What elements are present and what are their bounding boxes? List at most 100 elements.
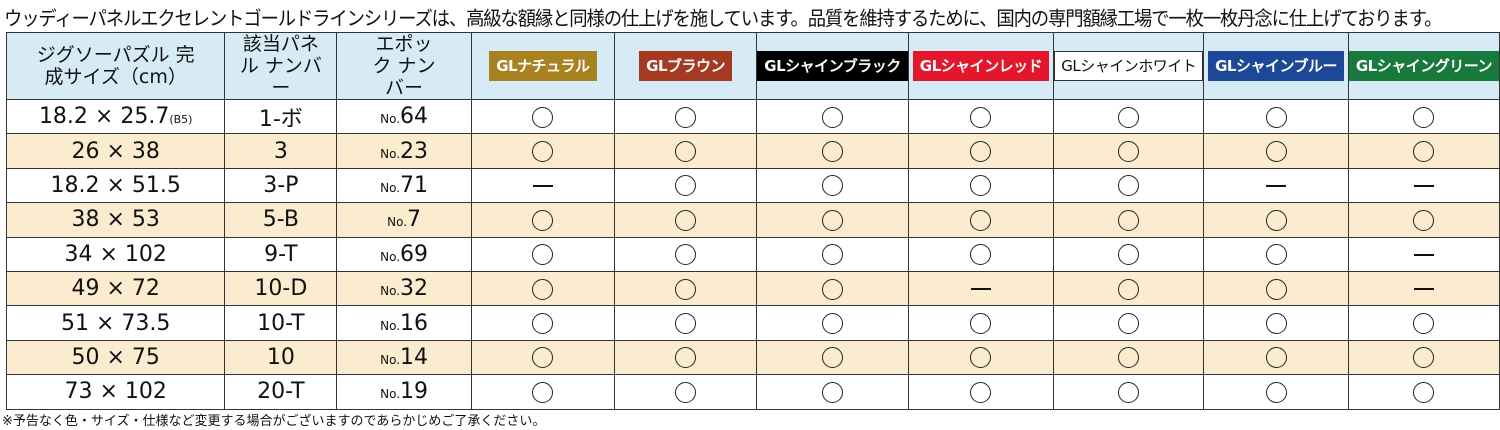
panel-cell: 9-T: [224, 236, 338, 272]
availability-cell: [1347, 133, 1500, 169]
size-cell: 18.2 × 51.5: [5, 167, 226, 204]
availability-cell: [470, 167, 615, 204]
available-circle-icon: [1413, 209, 1435, 231]
available-circle-icon: [1118, 381, 1140, 403]
header-color: GLシャインブルー: [1203, 32, 1349, 100]
availability-cell: [907, 339, 1055, 376]
unavailable-dash-icon: [970, 288, 991, 291]
availability-cell: [470, 339, 615, 376]
table-row: 51 × 73.5 10-T No.16: [5, 305, 1500, 341]
available-circle-icon: [970, 141, 992, 163]
panel-cell: 10-T: [224, 305, 338, 341]
header-color: GLブラウン: [613, 32, 758, 100]
table-row: 18.2 × 25.7(B5) 1-ボ No.64: [5, 98, 1500, 135]
availability-cell: [1203, 202, 1349, 238]
epoch-cell: No.64: [336, 98, 472, 135]
size-cell: 73 × 102: [5, 374, 226, 410]
available-circle-icon: [822, 141, 843, 163]
epoch-cell: No.16: [336, 305, 472, 341]
availability-cell: [1347, 202, 1500, 238]
header-color: GLシャインレッド: [907, 32, 1055, 100]
availability-cell: [756, 133, 909, 169]
available-circle-icon: [822, 209, 843, 231]
color-badge: GLシャイングリーン: [1348, 51, 1499, 81]
available-circle-icon: [1413, 141, 1435, 163]
available-circle-icon: [970, 244, 992, 266]
epoch-cell: No.71: [336, 167, 472, 204]
panel-cell: 3-P: [224, 167, 338, 204]
panel-cell: 5-B: [224, 202, 338, 238]
availability-cell: [1053, 339, 1205, 376]
unavailable-dash-icon: [1413, 253, 1434, 256]
header-color: GLシャインホワイト: [1053, 32, 1205, 100]
table-row: 73 × 102 20-T No.19: [5, 374, 1500, 410]
available-circle-icon: [675, 106, 697, 128]
table-row: 38 × 53 5-B No.7: [5, 202, 1500, 238]
available-circle-icon: [1118, 278, 1140, 300]
availability-cell: [613, 98, 758, 135]
available-circle-icon: [675, 175, 697, 197]
size-cell: 38 × 53: [5, 202, 226, 238]
availability-cell: [756, 202, 909, 238]
availability-cell: [470, 374, 615, 410]
available-circle-icon: [1265, 381, 1287, 403]
footnote: ※予告なく色・サイズ・仕様など変更する場合がございますのであらかじめご了承くださ…: [2, 414, 546, 429]
availability-cell: [1053, 270, 1205, 307]
available-circle-icon: [675, 244, 697, 266]
available-circle-icon: [532, 278, 554, 300]
availability-cell: [907, 374, 1055, 410]
unavailable-dash-icon: [1266, 184, 1287, 187]
availability-cell: [1203, 339, 1349, 376]
availability-cell: [1347, 339, 1500, 376]
availability-cell: [1053, 133, 1205, 169]
available-circle-icon: [1118, 141, 1140, 163]
available-circle-icon: [970, 313, 992, 335]
epoch-cell: No.69: [336, 236, 472, 272]
available-circle-icon: [1118, 209, 1140, 231]
table-row: 26 × 38 3 No.23: [5, 133, 1500, 169]
availability-cell: [907, 202, 1055, 238]
availability-cell: [1203, 167, 1349, 204]
epoch-cell: No.19: [336, 374, 472, 410]
availability-cell: [756, 339, 909, 376]
available-circle-icon: [970, 209, 992, 231]
header-color: GLシャインブラック: [756, 32, 909, 100]
available-circle-icon: [1118, 175, 1140, 197]
available-circle-icon: [970, 175, 992, 197]
availability-cell: [613, 339, 758, 376]
availability-cell: [613, 202, 758, 238]
available-circle-icon: [1413, 106, 1435, 128]
available-circle-icon: [1413, 313, 1435, 335]
size-cell: 51 × 73.5: [5, 305, 226, 341]
availability-cell: [1053, 202, 1205, 238]
size-cell: 49 × 72: [5, 270, 226, 307]
available-circle-icon: [532, 209, 554, 231]
available-circle-icon: [1413, 347, 1435, 369]
color-badge: GLナチュラル: [489, 51, 597, 81]
availability-cell: [1053, 236, 1205, 272]
availability-cell: [907, 236, 1055, 272]
availability-cell: [1203, 236, 1349, 272]
available-circle-icon: [675, 209, 697, 231]
availability-cell: [1347, 270, 1500, 307]
availability-cell: [756, 98, 909, 135]
table-row: 34 × 102 9-T No.69: [5, 236, 1500, 272]
header-epoch: エポック ナンバー: [336, 32, 472, 100]
available-circle-icon: [532, 381, 554, 403]
available-circle-icon: [1265, 244, 1287, 266]
availability-cell: [907, 167, 1055, 204]
epoch-cell: No.23: [336, 133, 472, 169]
size-cell: 50 × 75: [5, 339, 226, 376]
table-row: 49 × 72 10-D No.32: [5, 270, 1500, 307]
available-circle-icon: [532, 244, 554, 266]
unavailable-dash-icon: [1413, 288, 1434, 291]
available-circle-icon: [675, 141, 697, 163]
panel-cell: 10-D: [224, 270, 338, 307]
availability-cell: [613, 374, 758, 410]
availability-cell: [470, 305, 615, 341]
available-circle-icon: [822, 278, 843, 300]
color-badge: GLシャインホワイト: [1054, 51, 1204, 81]
availability-cell: [907, 133, 1055, 169]
availability-cell: [1347, 236, 1500, 272]
availability-cell: [470, 98, 615, 135]
